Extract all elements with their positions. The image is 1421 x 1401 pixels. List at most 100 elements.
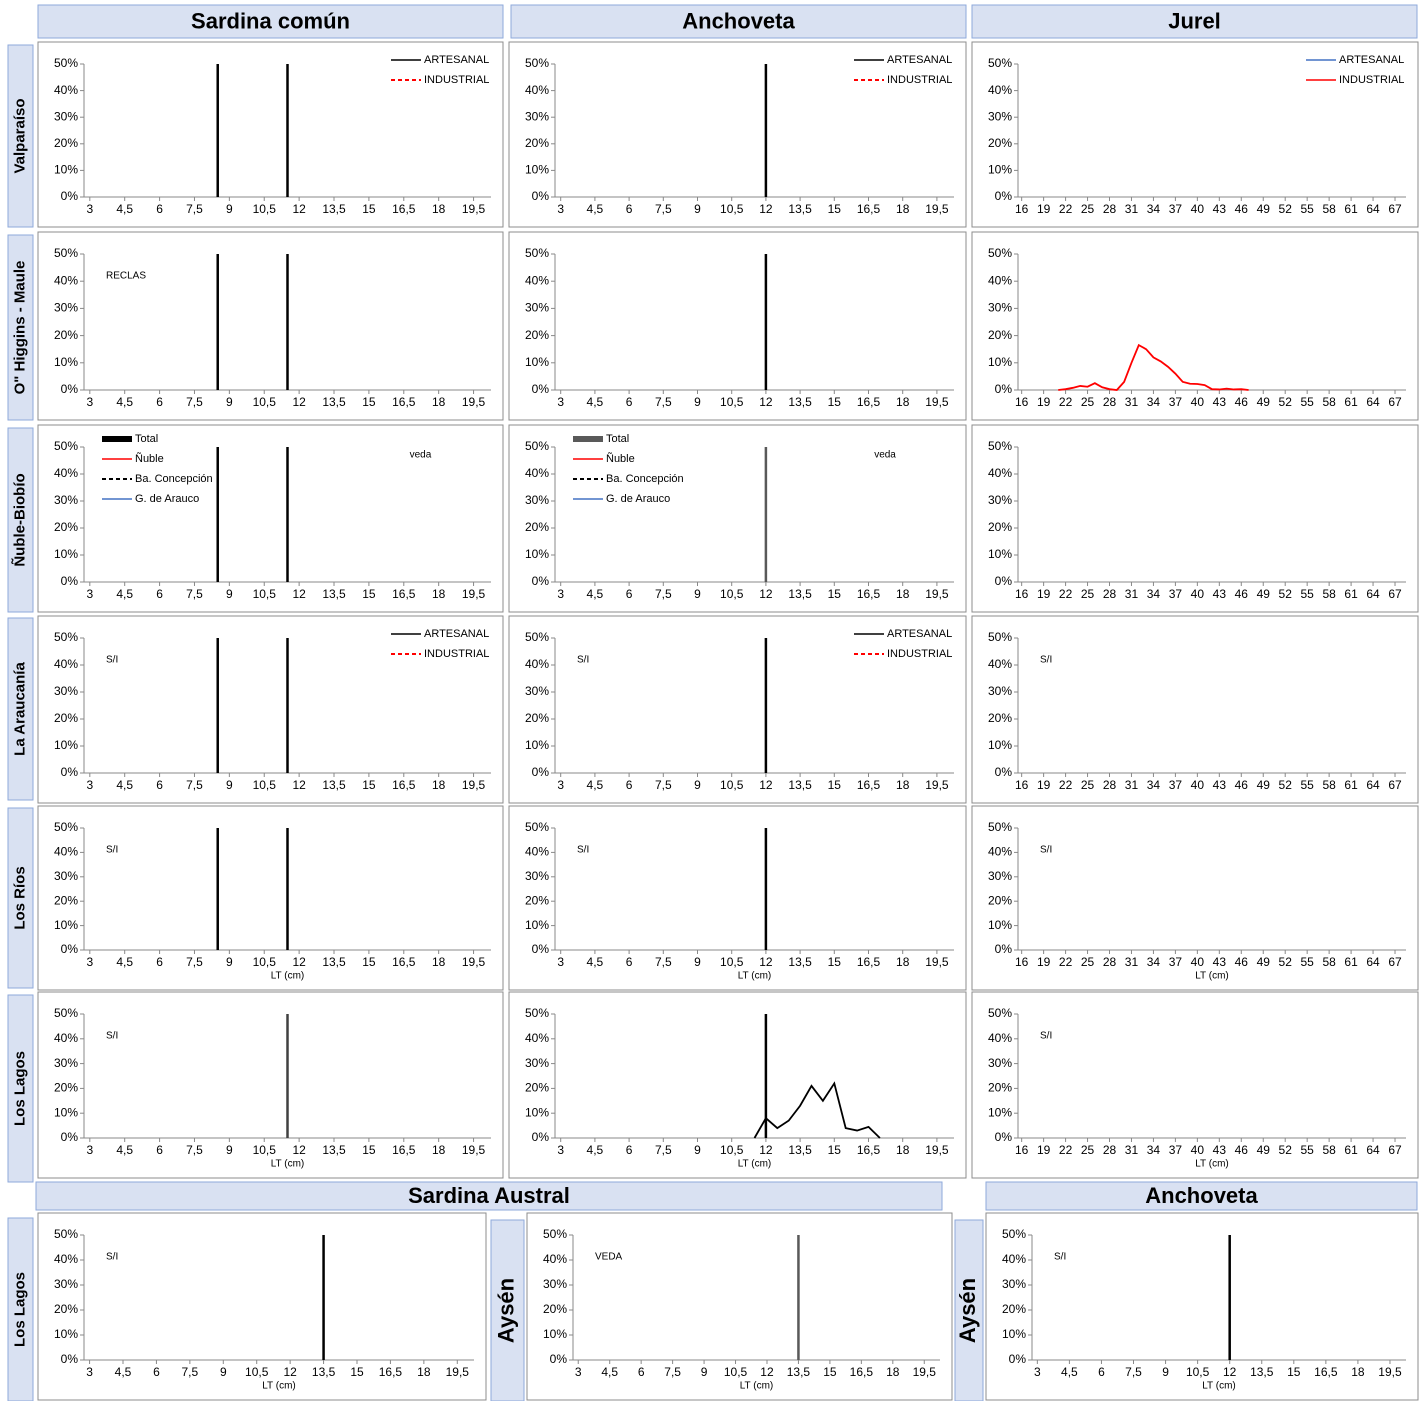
x-tick-label: 7,5: [655, 955, 672, 969]
y-tick-label: 0%: [532, 765, 550, 779]
x-tick-label: 19,5: [925, 395, 949, 409]
x-tick-label: 4,5: [116, 955, 133, 969]
x-tick-label: 16,5: [857, 1143, 881, 1157]
annotation: RECLAS: [106, 271, 146, 282]
x-tick-label: 18: [896, 395, 910, 409]
x-tick-label: 6: [626, 1143, 633, 1157]
y-tick-label: 20%: [54, 328, 78, 342]
x-tick-label: 10,5: [720, 955, 744, 969]
x-tick-label: 7,5: [186, 587, 203, 601]
x-tick-label: 7,5: [186, 1143, 203, 1157]
y-tick-label: 40%: [988, 845, 1012, 859]
x-tick-label: 22: [1059, 587, 1073, 601]
x-tick-label: 18: [896, 778, 910, 792]
x-tick-label: 37: [1169, 202, 1183, 216]
y-tick-label: 30%: [525, 493, 549, 507]
x-tick-label: 13,5: [322, 587, 346, 601]
y-tick-label: 10%: [543, 1327, 567, 1341]
y-tick-label: 0%: [532, 189, 550, 203]
series-line: [1058, 343, 1249, 391]
x-tick-label: 9: [694, 395, 701, 409]
row-label: Los Lagos: [11, 1272, 28, 1347]
annotation: S/I: [1040, 1031, 1052, 1042]
x-tick-label: 43: [1213, 202, 1227, 216]
row-label-box: [490, 1219, 525, 1401]
y-tick-label: 10%: [988, 918, 1012, 932]
x-tick-label: 61: [1344, 395, 1358, 409]
x-tick-label: 64: [1366, 778, 1380, 792]
x-tick-label: 40: [1191, 587, 1205, 601]
series-line: [753, 1081, 881, 1139]
x-tick-label: 13,5: [788, 778, 812, 792]
x-tick-label: 4,5: [1061, 1365, 1078, 1379]
x-tick-label: 12: [759, 1143, 773, 1157]
x-tick-label: 12: [760, 1365, 774, 1379]
y-tick-label: 40%: [988, 83, 1012, 97]
y-tick-label: 40%: [525, 466, 549, 480]
x-tick-label: 19,5: [925, 1143, 949, 1157]
x-tick-label: 3: [575, 1365, 582, 1379]
y-tick-label: 50%: [54, 820, 78, 834]
annotation: S/I: [106, 845, 118, 856]
row-label-box: [7, 234, 34, 421]
x-tick-label: 9: [226, 778, 233, 792]
x-tick-label: 9: [701, 1365, 708, 1379]
x-tick-label: 31: [1125, 395, 1139, 409]
y-tick-label: 20%: [54, 1081, 78, 1095]
x-tick-label: 12: [759, 395, 773, 409]
header-box: [985, 1181, 1418, 1211]
annotation: S/I: [1054, 1252, 1066, 1263]
x-tick-label: 12: [759, 202, 773, 216]
x-tick-label: 61: [1344, 1143, 1358, 1157]
y-tick-label: 0%: [61, 1130, 79, 1144]
chart-frame: [37, 991, 504, 1179]
x-tick-label: 9: [226, 587, 233, 601]
x-tick-label: 9: [694, 1143, 701, 1157]
x-tick-label: 61: [1344, 955, 1358, 969]
x-tick-label: 37: [1169, 778, 1183, 792]
x-tick-label: 6: [626, 587, 633, 601]
legend-label: Total: [606, 433, 629, 445]
y-tick-label: 30%: [54, 1277, 78, 1291]
x-tick-label: 67: [1388, 395, 1402, 409]
x-tick-label: 15: [362, 395, 376, 409]
y-tick-label: 0%: [1009, 1352, 1027, 1366]
y-tick-label: 40%: [525, 657, 549, 671]
x-tick-label: 15: [350, 1365, 364, 1379]
x-tick-label: 10,5: [253, 778, 277, 792]
y-tick-label: 10%: [988, 355, 1012, 369]
x-tick-label: 25: [1081, 587, 1095, 601]
x-tick-label: 18: [896, 202, 910, 216]
x-tick-label: 31: [1125, 955, 1139, 969]
x-tick-label: 7,5: [186, 778, 203, 792]
x-tick-label: 34: [1147, 587, 1161, 601]
y-tick-label: 0%: [532, 1130, 550, 1144]
x-tick-label: 64: [1366, 587, 1380, 601]
x-tick-label: 58: [1322, 778, 1336, 792]
header-box: [510, 4, 967, 39]
y-tick-label: 0%: [61, 382, 79, 396]
header-box: [971, 4, 1418, 39]
row-label: Aysén: [955, 1278, 980, 1343]
x-tick-label: 19: [1037, 955, 1051, 969]
x-tick-label: 6: [156, 778, 163, 792]
x-tick-label: 28: [1103, 778, 1117, 792]
x-tick-label: 10,5: [253, 395, 277, 409]
x-tick-label: 19: [1037, 395, 1051, 409]
x-tick-label: 13,5: [787, 1365, 811, 1379]
y-tick-label: 0%: [532, 574, 550, 588]
x-tick-label: 52: [1279, 778, 1293, 792]
x-tick-label: 22: [1059, 202, 1073, 216]
x-tick-label: 34: [1147, 1143, 1161, 1157]
x-tick-label: 67: [1388, 778, 1402, 792]
x-tick-label: 43: [1213, 955, 1227, 969]
y-tick-label: 30%: [988, 301, 1012, 315]
x-axis-label: LT (cm): [262, 1381, 296, 1392]
y-tick-label: 10%: [988, 547, 1012, 561]
x-tick-label: 16: [1015, 1143, 1029, 1157]
y-tick-label: 30%: [988, 109, 1012, 123]
header-title: Sardina Austral: [408, 1183, 570, 1208]
row-label: O" Higgins - Maule: [11, 261, 28, 395]
x-tick-label: 4,5: [116, 1143, 133, 1157]
y-tick-label: 50%: [988, 56, 1012, 70]
